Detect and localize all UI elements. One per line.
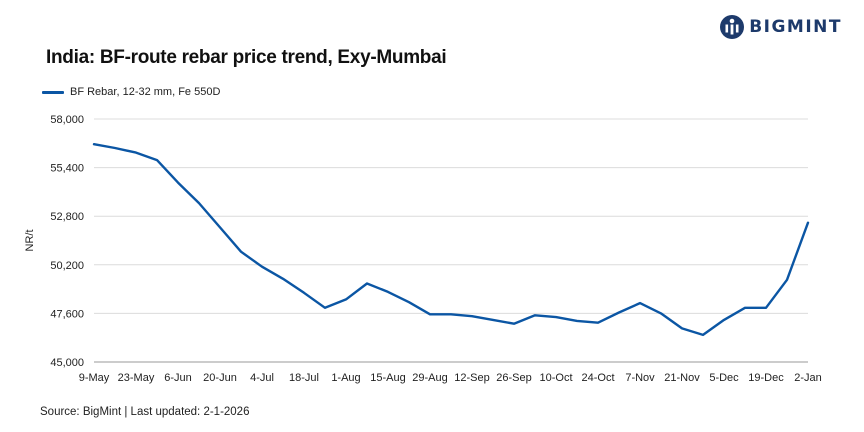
x-tick-label: 7-Nov [625, 372, 655, 384]
y-tick-label: 50,200 [50, 260, 84, 272]
x-tick-label: 9-May [79, 372, 110, 384]
x-tick-label: 21-Nov [664, 372, 700, 384]
x-tick-label: 19-Dec [748, 372, 784, 384]
legend-label: BF Rebar, 12-32 mm, Fe 550D [70, 86, 221, 98]
x-tick-label: 20-Jun [203, 372, 237, 384]
x-tick-label: 1-Aug [331, 372, 360, 384]
y-tick-label: 47,600 [50, 308, 84, 320]
x-tick-label: 12-Sep [454, 372, 489, 384]
x-tick-label: 6-Jun [164, 372, 192, 384]
brand-name: BIGMINT [749, 17, 842, 37]
chart-title: India: BF-route rebar price trend, Exy-M… [46, 47, 447, 68]
y-tick-label: 55,400 [50, 163, 84, 175]
chart-legend: BF Rebar, 12-32 mm, Fe 550D [42, 86, 220, 98]
x-tick-label: 29-Aug [412, 372, 447, 384]
x-tick-label: 26-Sep [496, 372, 531, 384]
x-tick-label: 15-Aug [370, 372, 405, 384]
y-tick-label: 45,000 [50, 357, 84, 369]
brand-logo: BIGMINT [719, 14, 842, 40]
x-tick-label: 18-Jul [289, 372, 319, 384]
bigmint-logo-icon [720, 15, 745, 39]
x-tick-label: 4-Jul [250, 372, 274, 384]
source-note: Source: BigMint | Last updated: 2-1-2026 [40, 406, 250, 418]
y-tick-label: 52,800 [50, 211, 84, 223]
x-tick-label: 10-Oct [539, 372, 572, 384]
y-tick-label: 58,000 [50, 114, 84, 126]
series-line [92, 143, 810, 337]
x-tick-label: 5-Dec [709, 372, 739, 384]
x-tick-label: 24-Oct [581, 372, 614, 384]
x-tick-label: 2-Jan [794, 372, 822, 384]
legend-swatch [42, 90, 64, 94]
x-tick-label: 23-May [118, 372, 155, 384]
y-axis-label: NR/t [24, 230, 36, 252]
